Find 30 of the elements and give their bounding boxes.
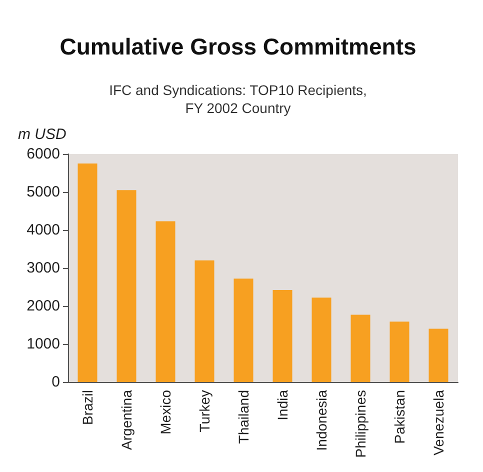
y-tick-label: 3000 <box>26 260 60 276</box>
x-tick-label: Pakistan <box>392 390 408 444</box>
x-tick-label: Argentina <box>118 390 134 450</box>
x-tick-label: Mexico <box>158 390 174 434</box>
y-tick-label: 5000 <box>26 184 60 200</box>
bar <box>116 190 136 382</box>
x-tick-label: Brazil <box>80 390 96 426</box>
x-tick-label: Venezuela <box>430 390 446 456</box>
y-axis-title: m USD <box>18 126 66 143</box>
y-tick-label: 2000 <box>26 298 60 314</box>
x-tick-label: India <box>274 390 290 420</box>
chart-title: Cumulative Gross Commitments <box>60 34 416 60</box>
bar <box>78 164 98 382</box>
bar <box>272 290 292 382</box>
x-tick-label: Turkey <box>196 390 212 432</box>
x-tick-label: Thailand <box>236 390 252 444</box>
bar <box>390 322 410 382</box>
y-tick-label: 0 <box>52 374 60 390</box>
bar <box>194 260 214 382</box>
bar <box>312 298 332 382</box>
bar <box>156 221 176 382</box>
y-tick-label: 6000 <box>26 146 60 162</box>
x-tick-label: Indonesia <box>314 390 330 451</box>
bar <box>350 314 370 382</box>
bar <box>234 278 254 382</box>
x-tick-label: Philippines <box>352 390 368 458</box>
y-tick-label: 1000 <box>26 336 60 352</box>
y-tick-label: 4000 <box>26 222 60 238</box>
chart-subtitle: IFC and Syndications: TOP10 Recipients, FY 2002 Country <box>109 82 367 116</box>
bar <box>428 328 448 382</box>
